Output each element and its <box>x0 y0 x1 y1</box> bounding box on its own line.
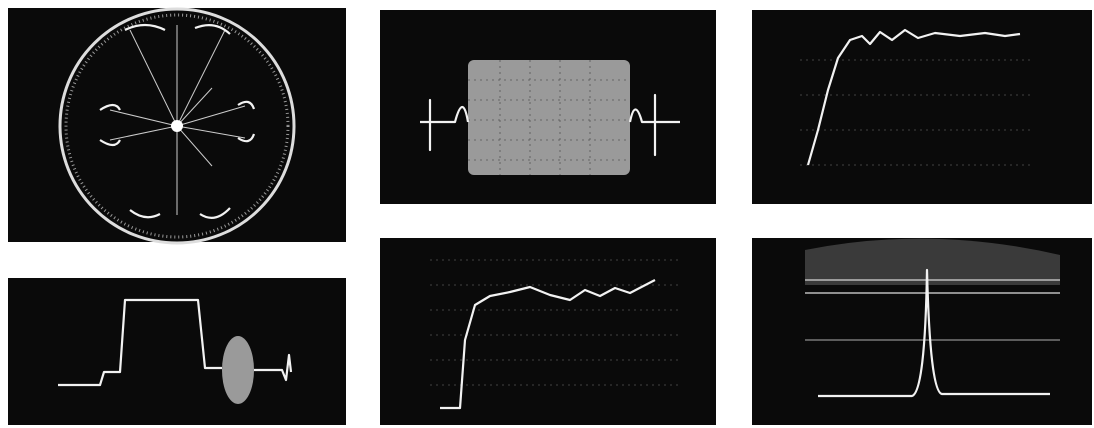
vectorscope-panel <box>8 8 346 243</box>
page <box>0 0 1094 428</box>
sync-panel <box>752 238 1092 425</box>
rise-panel <box>752 10 1092 204</box>
panel-background <box>380 238 716 425</box>
pulse-panel <box>8 278 346 425</box>
center-spot <box>171 120 183 132</box>
burst-envelope <box>468 60 630 175</box>
step-panel <box>380 238 716 425</box>
burst-envelope <box>222 336 254 404</box>
oscilloscope-photos <box>0 0 1094 428</box>
burst-panel <box>380 10 716 204</box>
panel-background <box>752 10 1092 204</box>
